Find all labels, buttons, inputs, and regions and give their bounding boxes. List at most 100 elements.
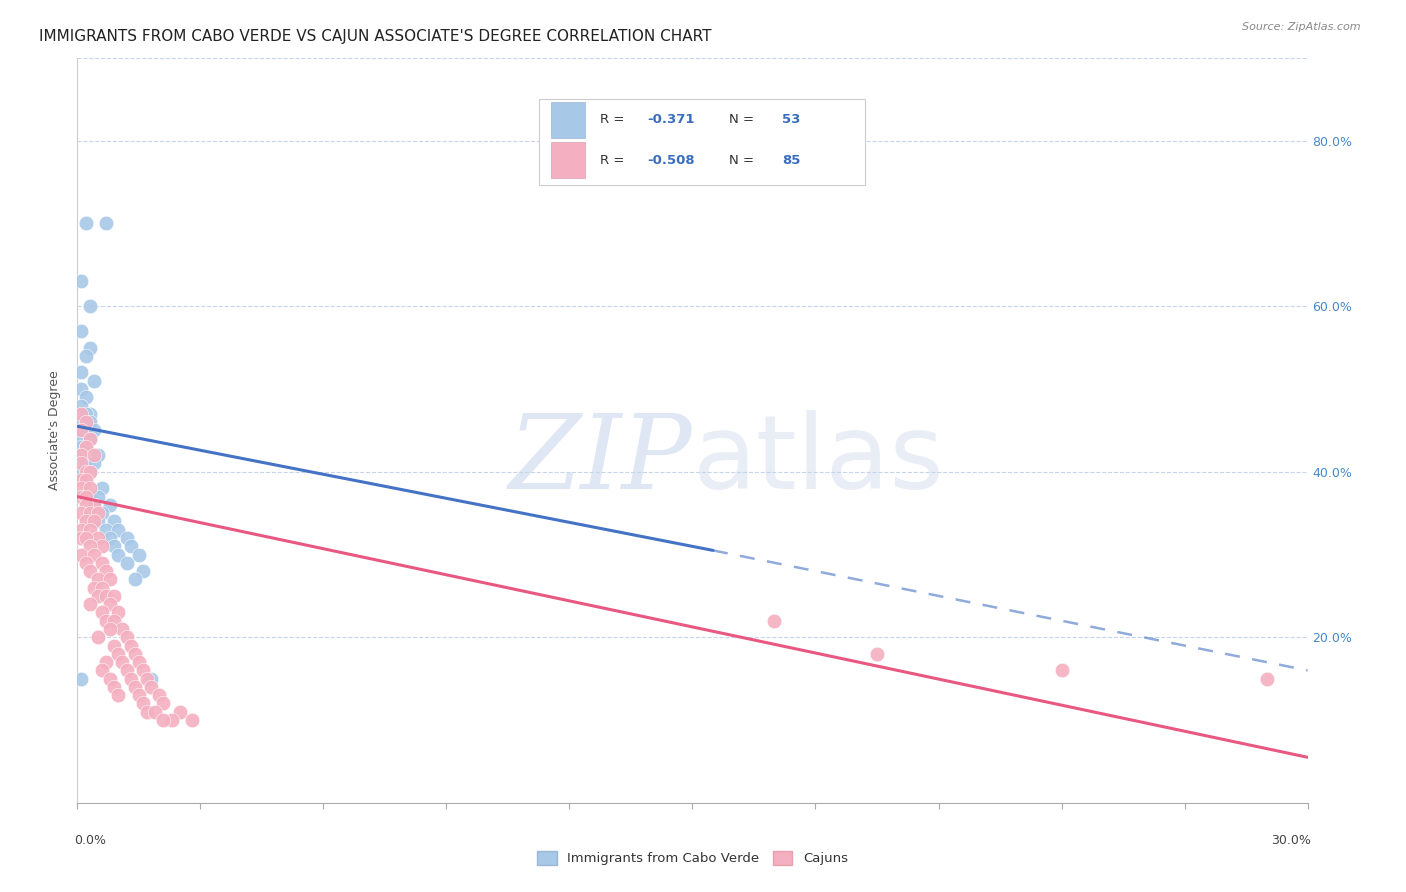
Point (75, 390, 97, 404)
Point (70, 366, 93, 380)
Point (79, 415, 101, 429)
Point (160, 713, 183, 727)
Point (70, 531, 93, 545)
Point (98, 498, 121, 512)
Point (1050, 664, 1073, 678)
Legend: Immigrants from Cabo Verde, Cajuns: Immigrants from Cabo Verde, Cajuns (531, 846, 853, 871)
Point (90, 539, 114, 553)
Point (75, 556, 97, 570)
Point (90, 481, 114, 495)
Point (90, 556, 114, 570)
Text: -0.371: -0.371 (647, 113, 695, 127)
Point (75, 349, 97, 363)
Point (70, 672, 93, 686)
Point (94, 523, 117, 537)
Point (79, 506, 101, 520)
Point (90, 664, 114, 678)
Point (70, 407, 93, 421)
Point (79, 465, 101, 479)
Point (75, 415, 97, 429)
Point (98, 597, 121, 611)
Point (115, 531, 138, 545)
Point (103, 515, 125, 529)
Text: 0.0%: 0.0% (73, 834, 105, 847)
Bar (551, 142, 585, 178)
Point (83, 581, 105, 595)
Point (70, 548, 93, 562)
Point (83, 448, 105, 462)
Point (79, 432, 101, 446)
Point (128, 688, 150, 702)
Point (75, 424, 97, 438)
Point (107, 647, 129, 661)
Point (70, 523, 93, 537)
Point (75, 457, 97, 471)
Point (111, 622, 134, 636)
Point (1256, 672, 1278, 686)
Point (70, 473, 93, 487)
Point (98, 531, 121, 545)
Point (87, 515, 110, 529)
Point (70, 399, 93, 413)
Point (87, 448, 110, 462)
Point (83, 457, 105, 471)
Point (75, 465, 97, 479)
Point (148, 688, 170, 702)
Point (143, 705, 166, 719)
Y-axis label: Associate's Degree: Associate's Degree (48, 370, 62, 491)
Point (75, 440, 97, 454)
Point (70, 440, 93, 454)
Point (70, 448, 93, 462)
Point (103, 639, 125, 653)
Point (120, 539, 142, 553)
Point (70, 457, 93, 471)
Point (87, 630, 110, 644)
Point (83, 515, 105, 529)
Point (70, 481, 93, 495)
Point (124, 647, 146, 661)
Point (79, 506, 101, 520)
Point (103, 680, 125, 694)
Point (763, 614, 786, 628)
Point (75, 217, 97, 231)
Point (169, 705, 191, 719)
Point (124, 573, 146, 587)
Point (70, 382, 93, 396)
Text: IMMIGRANTS FROM CABO VERDE VS CAJUN ASSOCIATE'S DEGREE CORRELATION CHART: IMMIGRANTS FROM CABO VERDE VS CAJUN ASSO… (39, 29, 711, 44)
Point (98, 622, 121, 636)
Point (115, 630, 138, 644)
Point (79, 407, 101, 421)
Point (79, 299, 101, 313)
Point (79, 432, 101, 446)
Point (115, 556, 138, 570)
Point (75, 473, 97, 487)
Point (70, 324, 93, 338)
Point (94, 564, 117, 578)
Point (120, 639, 142, 653)
Point (79, 490, 101, 504)
Point (75, 440, 97, 454)
Point (70, 490, 93, 504)
Point (103, 614, 125, 628)
Text: -0.508: -0.508 (647, 153, 695, 167)
Point (90, 581, 114, 595)
Point (98, 573, 121, 587)
Point (79, 341, 101, 355)
Point (87, 531, 110, 545)
Text: atlas: atlas (693, 409, 945, 511)
Point (79, 539, 101, 553)
Point (70, 448, 93, 462)
Point (107, 523, 129, 537)
Point (87, 490, 110, 504)
Point (75, 515, 97, 529)
Point (79, 523, 101, 537)
Point (90, 606, 114, 620)
Point (128, 655, 150, 669)
Point (79, 481, 101, 495)
Point (152, 697, 174, 711)
Point (115, 664, 138, 678)
Point (103, 539, 125, 553)
Point (83, 374, 105, 388)
Point (70, 506, 93, 520)
Text: 30.0%: 30.0% (1271, 834, 1312, 847)
